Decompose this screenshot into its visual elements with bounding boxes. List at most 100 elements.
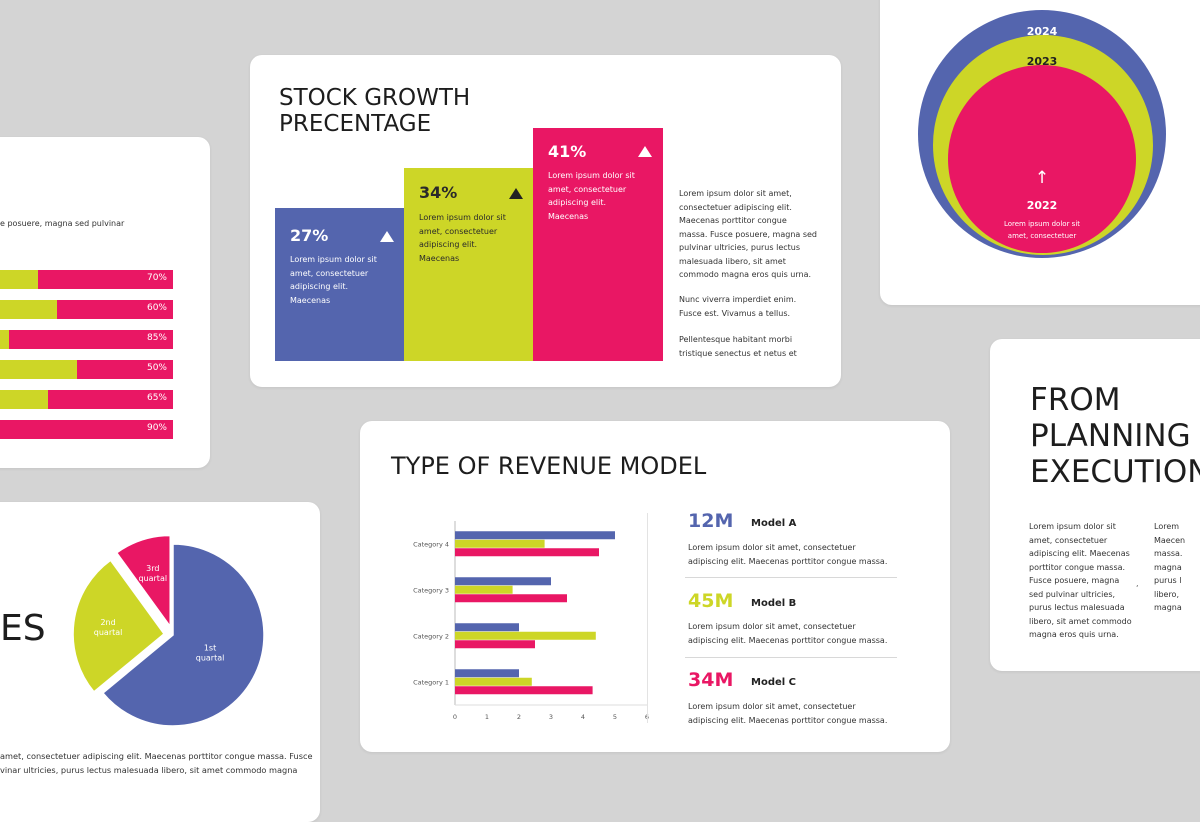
- progress-row-lime-segment: [0, 360, 77, 379]
- planning-column-2-line: Lorem: [1154, 522, 1180, 531]
- progress-row-pink-segment: [47, 390, 173, 409]
- model-b-desc: Lorem ipsum dolor sit amet, consectetuer…: [688, 622, 888, 645]
- category-tick-label: Category 4: [413, 541, 449, 549]
- growth-bar-2-text: Lorem ipsum dolor sit amet, consectetuer…: [419, 213, 506, 263]
- planning-column-2-line: magna: [1154, 603, 1182, 612]
- progress-row: 65%: [0, 390, 173, 409]
- growth-bar-2-value: 34%: [419, 183, 458, 202]
- planning-title-line3: EXECUTION: [1030, 453, 1200, 490]
- pie-slice-label: quartal: [138, 574, 167, 583]
- pie-chart-card: ES 1st quartal 2nd quartal 3rd quartal amet, …: [0, 502, 320, 822]
- revenue-bar: [455, 594, 567, 603]
- triangle-up-icon: [638, 146, 652, 157]
- growth-bar-1-text: Lorem ipsum dolor sit amet, consectetuer…: [290, 255, 377, 305]
- progress-row-lime-segment: [0, 390, 48, 409]
- pie-card-text-line2: vinar ultricies, purus lectus malesuada …: [0, 765, 298, 775]
- model-divider-2: [685, 657, 897, 658]
- progress-row-value: 50%: [146, 363, 167, 373]
- progress-row-pink-segment: [57, 300, 173, 319]
- progress-row-pink-segment: [0, 420, 173, 439]
- circle-2022: [948, 65, 1136, 253]
- revenue-bar: [455, 623, 519, 632]
- model-c-name: Model C: [751, 677, 797, 688]
- model-c-desc: Lorem ipsum dolor sit amet, consectetuer…: [688, 702, 888, 725]
- stock-growth-title-line2: PRECENTAGE: [279, 110, 432, 137]
- revenue-bar: [455, 585, 513, 594]
- stock-growth-paragraph-1: Lorem ipsum dolor sit amet, consectetuer…: [679, 189, 817, 279]
- pie-slice-3rd: [115, 534, 171, 629]
- arrow-up-icon: ↑: [1034, 168, 1050, 188]
- pie-card-text-line1: amet, consectetuer adipiscing elit. Maec…: [0, 751, 313, 761]
- stock-growth-title-line1: STOCK GROWTH: [279, 85, 471, 111]
- planning-title-line1: FROM: [1030, 382, 1121, 418]
- planning-column-2-line: massa.: [1154, 549, 1183, 558]
- progress-row-lime-segment: [0, 330, 9, 349]
- revenue-bar: [455, 539, 545, 548]
- x-tick-label: 5: [613, 713, 617, 721]
- model-a-desc: Lorem ipsum dolor sit amet, consectetuer…: [688, 543, 888, 566]
- revenue-bar: [455, 548, 599, 557]
- revenue-bar: [455, 686, 593, 695]
- stock-growth-title: STOCK GROWTH PRECENTAGE: [279, 85, 470, 137]
- model-divider-1: [685, 577, 897, 578]
- model-b-value: 45M: [688, 590, 734, 612]
- triangle-up-icon: [509, 188, 523, 199]
- progress-row: 90%: [0, 420, 173, 439]
- triangle-up-icon: [380, 231, 394, 242]
- revenue-bar: [455, 640, 535, 649]
- planning-column-2-line: magna: [1154, 562, 1182, 572]
- progress-row: 70%: [0, 270, 173, 289]
- category-tick-label: Category 2: [413, 633, 449, 641]
- pie-card-title: ES: [0, 608, 46, 649]
- growth-bar-3-value: 41%: [548, 142, 587, 161]
- progress-row-pink-segment: [76, 360, 173, 379]
- progress-row-value: 60%: [146, 303, 167, 313]
- planning-column-1: Lorem ipsum dolor sit amet, consectetuer…: [1029, 522, 1132, 639]
- revenue-model-title: TYPE OF REVENUE MODEL: [391, 452, 707, 480]
- progress-row-pink-segment: [37, 270, 173, 289]
- pie-slice-label: 3rd: [146, 564, 159, 573]
- planning-column-2-line: Maecen: [1154, 535, 1186, 545]
- model-c-value: 34M: [688, 669, 734, 691]
- revenue-bar-chart: Category 4 Category 3 Category 2 Category 1…: [413, 521, 649, 721]
- planning-execution-card: FROM PLANNING EXECUTION Lorem ipsum dolo…: [990, 339, 1200, 671]
- progress-bars-card: e posuere, magna sed pulvinar 70% 60% 85% 5…: [0, 137, 210, 468]
- x-tick-label: 4: [581, 713, 585, 721]
- x-tick-label: 2: [517, 713, 521, 721]
- progress-row-lime-segment: [0, 300, 58, 319]
- pie-slice-2nd: [72, 559, 166, 693]
- revenue-model-card: TYPE OF REVENUE MODEL Category 4 Category…: [360, 421, 950, 752]
- growth-bar-3-text: Lorem ipsum dolor sit amet, consectetuer…: [548, 171, 635, 221]
- stock-growth-paragraph-2: Nunc viverra imperdiet enim. Fusce est. …: [679, 295, 797, 318]
- planning-column-2: Lorem Maecen massa. magna purus l libero, magn…: [1154, 520, 1200, 615]
- progress-row: 85%: [0, 330, 173, 349]
- growth-bar-1: 27% Lorem ipsum dolor sit amet, consecte…: [275, 208, 404, 361]
- progress-row: 50%: [0, 360, 173, 379]
- model-a-name: Model A: [751, 518, 797, 529]
- progress-row-value: 70%: [146, 273, 167, 283]
- pie-slice-label: 2nd: [100, 618, 115, 627]
- growth-bar-3: 41% Lorem ipsum dolor sit amet, consecte…: [533, 128, 663, 361]
- progress-row-value: 90%: [146, 423, 167, 433]
- planning-title: FROM PLANNING EXECUTION: [1030, 382, 1200, 491]
- yearly-circles-card: 2024 2023 ↑ 2022 Lorem ipsum dolor sit a…: [880, 0, 1200, 305]
- stock-growth-paragraph-3: Pellentesque habitant morbi tristique se…: [679, 335, 797, 358]
- revenue-bar: [455, 531, 615, 540]
- progress-row-pink-segment: [8, 330, 173, 349]
- progress-row-value: 85%: [146, 333, 167, 343]
- year-2022-label: 2022: [1026, 199, 1058, 212]
- model-b-name: Model B: [751, 598, 797, 609]
- category-tick-label: Category 3: [413, 587, 449, 595]
- planning-column-2-line: libero,: [1154, 589, 1179, 599]
- pie-slice-label: quartal: [94, 628, 123, 637]
- planning-column-2-line: purus l: [1154, 576, 1182, 585]
- x-tick-label: 0: [453, 713, 457, 721]
- stock-growth-card: STOCK GROWTH PRECENTAGE 27% Lorem ipsum …: [250, 55, 841, 387]
- pie-slice-1st: [101, 543, 265, 727]
- growth-bar-2: 34% Lorem ipsum dolor sit amet, consecte…: [404, 168, 533, 361]
- circle-2022-text: Lorem ipsum dolor sit amet, consectetuer: [1003, 220, 1081, 240]
- revenue-bar: [455, 669, 519, 678]
- planning-separator: ,: [1136, 579, 1139, 588]
- chart-divider: [647, 513, 648, 723]
